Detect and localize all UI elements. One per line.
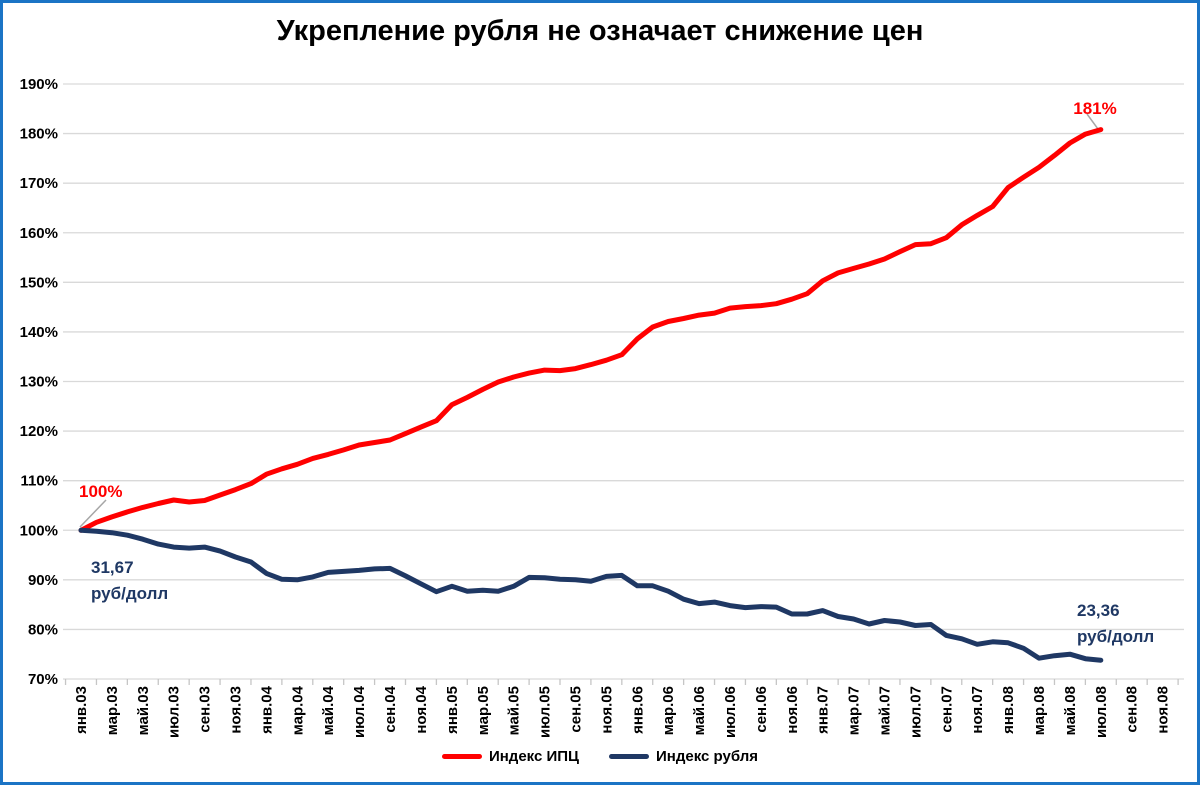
- annotation-cpi-start: 100%: [79, 482, 123, 501]
- y-axis-tick-label: 160%: [20, 225, 58, 242]
- x-axis-tick-label: июл.07: [907, 686, 924, 738]
- x-axis-tick-label: ноя.07: [969, 686, 986, 734]
- x-axis-tick-label: янв.07: [815, 686, 832, 734]
- x-axis-tick-label: янв.04: [258, 685, 275, 734]
- leader-line-cpi-end: [1086, 113, 1099, 130]
- y-axis-tick-label: 120%: [20, 423, 58, 440]
- y-axis-tick-label: 90%: [28, 572, 58, 589]
- x-axis-tick-label: сен.05: [567, 686, 584, 733]
- x-axis-tick-label: май.05: [506, 686, 523, 735]
- annotation-ruble-end: 23,36 руб/долл: [1077, 598, 1154, 650]
- y-axis-tick-label: 100%: [20, 522, 58, 539]
- x-axis-tick-label: мар.04: [289, 685, 306, 735]
- y-axis-tick-label: 180%: [20, 126, 58, 143]
- x-axis-tick-label: мар.06: [660, 686, 677, 735]
- x-axis-tick-label: сен.03: [197, 686, 214, 733]
- x-axis-tick-label: мар.08: [1031, 686, 1048, 735]
- x-axis-tick-label: май.04: [320, 685, 337, 735]
- legend-label-ruble: Индекс рубля: [656, 748, 759, 765]
- series-line-cpi: [78, 127, 1104, 533]
- y-axis-tick-label: 130%: [20, 374, 58, 391]
- y-axis-tick-label: 190%: [20, 76, 58, 93]
- x-axis-tick-label: май.06: [691, 686, 708, 735]
- legend-item-cpi: Индекс ИПЦ: [441, 748, 580, 765]
- x-axis-tick-label: июл.05: [537, 686, 554, 738]
- legend-swatch-cpi: [441, 754, 482, 759]
- annotation-ruble-start-value: 31,67: [91, 558, 134, 577]
- series-line-ruble: [78, 527, 1104, 663]
- line-chart-plot: 70% 80% 90% 100% 110% 120% 130% 140% 150% 160% 170…: [20, 76, 1184, 738]
- x-axis-tick-label: мар.07: [846, 686, 863, 735]
- y-axis-tick-label: 150%: [20, 274, 58, 291]
- y-axis-tick-label: 80%: [28, 621, 58, 638]
- leader-line-cpi-start: [79, 499, 107, 528]
- x-axis-tick-label: ноя.06: [784, 686, 801, 734]
- x-axis-tick-label: сен.07: [938, 686, 955, 733]
- x-axis-tick-label: ноя.04: [413, 685, 430, 733]
- annotation-ruble-start: 31,67 руб/долл: [91, 555, 168, 607]
- legend-swatch-ruble: [609, 754, 650, 759]
- x-axis-tick-label: мар.05: [475, 686, 492, 735]
- x-axis-tick-label: янв.06: [629, 686, 646, 734]
- x-axis-tick-label: июл.03: [166, 686, 183, 738]
- x-axis-tick-label: мар.03: [104, 686, 121, 735]
- x-axis-tick-label: янв.05: [444, 686, 461, 734]
- x-axis-tick-label: сен.08: [1124, 686, 1141, 733]
- y-axis-tick-label: 170%: [20, 175, 58, 192]
- annotation-ruble-end-value: 23,36: [1077, 601, 1120, 620]
- x-axis-tick-label: сен.04: [382, 685, 399, 732]
- y-axis-tick-label: 70%: [28, 671, 58, 688]
- legend-item-ruble: Индекс рубля: [609, 748, 758, 765]
- x-axis-tick-label: июл.04: [351, 685, 368, 738]
- y-axis-tick-label: 140%: [20, 324, 58, 341]
- x-axis-tick-label: май.03: [135, 686, 152, 735]
- y-axis-tick-label: 110%: [20, 473, 58, 490]
- legend: Индекс ИПЦ Индекс рубля: [3, 748, 1197, 765]
- annotation-ruble-start-unit: руб/долл: [91, 584, 169, 603]
- legend-label-cpi: Индекс ИПЦ: [488, 748, 580, 765]
- chart-title: Укрепление рубля не означает снижение це…: [276, 15, 924, 47]
- x-axis-tick-label: сен.06: [753, 686, 770, 733]
- x-axis-tick-label: май.08: [1062, 686, 1079, 735]
- x-axis-tick-label: июл.08: [1093, 686, 1110, 738]
- x-axis-tick-label: июл.06: [722, 686, 739, 738]
- x-axis-tick-label: ноя.08: [1155, 686, 1172, 734]
- x-axis-tick-label: янв.03: [73, 686, 90, 734]
- annotation-ruble-end-unit: руб/долл: [1077, 627, 1155, 646]
- x-axis-tick-label: ноя.05: [598, 686, 615, 734]
- x-axis-tick-label: янв.08: [1000, 686, 1017, 734]
- x-axis-tick-label: ноя.03: [228, 686, 245, 734]
- annotation-cpi-end: 181%: [1073, 99, 1117, 118]
- x-axis-tick-label: май.07: [877, 686, 894, 735]
